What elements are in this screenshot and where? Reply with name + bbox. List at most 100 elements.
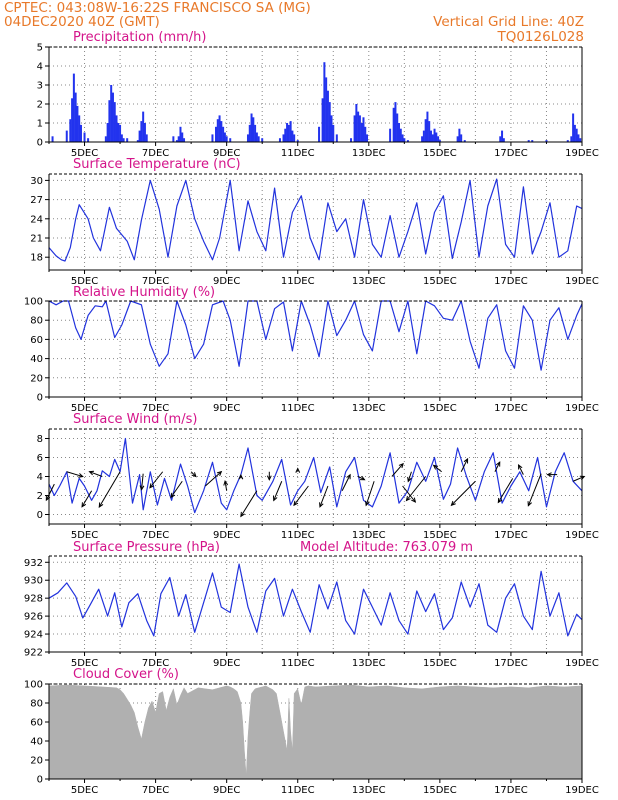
- precip-bar: [113, 102, 116, 142]
- precip-bar: [296, 140, 299, 142]
- precip-bar: [325, 77, 328, 142]
- cloud-xtick-label: 11DEC: [281, 785, 315, 796]
- wind-vector: [266, 471, 272, 481]
- wind-line: [48, 437, 583, 514]
- precip-bar: [321, 98, 324, 142]
- precip-bar: [527, 140, 530, 142]
- wind-vector: [460, 457, 469, 472]
- wind-vector: [407, 471, 412, 483]
- wind-arrow-head: [88, 470, 95, 476]
- humidity-panel: 0 20 40 60 80 100 5DEC 7DEC 9DEC 11DEC 13DEC 15DEC 1…: [24, 297, 599, 415]
- wind-arrow-shaft: [494, 461, 501, 472]
- precip-bar: [502, 138, 505, 142]
- precip-bar: [255, 132, 258, 142]
- precip-xtick-label: 5DEC: [71, 148, 98, 159]
- wind-xtick-label: 9DEC: [213, 530, 240, 541]
- wind-arrow-shaft: [402, 485, 416, 503]
- header-location: CPTEC: 043:08W-16:22S FRANCISCO SA (MG): [4, 0, 311, 16]
- precip-bar: [573, 124, 576, 142]
- wind-arrow-head: [365, 500, 370, 507]
- precip-bar: [398, 123, 401, 142]
- precip-bar: [111, 92, 114, 142]
- header-grid-note: Vertical Grid Line: 40Z: [433, 14, 584, 30]
- precip-bar: [51, 136, 54, 142]
- wind-arrow-head: [527, 501, 532, 507]
- precip-bar: [421, 136, 424, 142]
- precip-bar: [223, 132, 226, 142]
- precip-bar: [435, 132, 438, 142]
- wind-vector: [405, 476, 427, 502]
- precip-bar: [332, 124, 335, 142]
- precip-ytick-label: 1: [37, 119, 43, 130]
- precip-bar: [181, 132, 184, 142]
- humidity-xtick-label: 19DEC: [565, 403, 599, 414]
- precip-bar: [362, 117, 365, 142]
- temp-ytick-label: 30: [30, 176, 43, 187]
- precip-bar: [335, 134, 338, 142]
- precip-bar: [108, 100, 111, 142]
- temp-line: [48, 178, 583, 262]
- precip-bar: [566, 140, 569, 142]
- wind-arrow-head: [149, 483, 155, 489]
- precip-bar: [65, 130, 68, 142]
- precip-bar: [257, 136, 260, 142]
- wind-arrow-head: [293, 500, 299, 507]
- precip-bar: [328, 102, 331, 142]
- precip-bar: [575, 128, 578, 142]
- precip-bar: [74, 92, 77, 142]
- cloud-xtick-label: 17DEC: [494, 785, 528, 796]
- temp-xtick-label: 19DEC: [565, 276, 599, 287]
- wind-vector: [205, 470, 223, 487]
- precip-bar: [78, 115, 81, 142]
- wind-arrow-head: [170, 492, 176, 499]
- pressure-xtick-label: 5DEC: [71, 658, 98, 669]
- wind-arrow-shaft: [319, 485, 329, 507]
- wind-ytick-label: 6: [37, 453, 43, 464]
- humidity-ytick-label: 60: [30, 335, 43, 346]
- precip-bar: [401, 134, 404, 142]
- pressure-xtick-label: 17DEC: [494, 658, 528, 669]
- precip-bar: [142, 111, 145, 142]
- cloud-xtick-label: 9DEC: [213, 785, 240, 796]
- wind-arrow-shaft: [497, 478, 514, 503]
- wind-xtick-label: 5DEC: [71, 530, 98, 541]
- wind-vector: [295, 467, 301, 473]
- wind-arrow-shaft: [341, 474, 351, 491]
- precip-bar: [215, 126, 218, 142]
- wind-vector: [81, 490, 93, 508]
- precip-bar: [399, 128, 402, 142]
- precip-bar: [428, 121, 431, 142]
- wind-arrow-shaft: [365, 481, 375, 506]
- precip-ytick-label: 2: [37, 100, 43, 111]
- temp-xtick-label: 7DEC: [142, 276, 169, 287]
- precip-bar: [282, 134, 285, 142]
- wind-arrow-head: [518, 463, 523, 470]
- precip-bar: [330, 115, 333, 142]
- wind-arrow-head: [405, 496, 411, 502]
- cloud-xtick-label: 13DEC: [352, 785, 386, 796]
- precip-bar: [287, 124, 290, 142]
- precip-bar: [143, 123, 146, 142]
- precip-bar: [353, 115, 356, 142]
- wind-arrow-head: [546, 472, 552, 478]
- temp-xtick-label: 11DEC: [281, 276, 315, 287]
- panels: 0 1 2 3 4 5 5DEC 7DEC 9DEC 11DEC 13DEC 15DEC 17DEC 19…: [24, 43, 599, 797]
- humidity-xtick-label: 7DEC: [142, 403, 169, 414]
- model-altitude-label: Model Altitude: 763.079 m: [300, 540, 473, 555]
- pressure-ytick-label: 924: [24, 630, 43, 641]
- wind-arrow-shaft: [406, 476, 427, 501]
- precip-bar: [69, 119, 72, 142]
- precip-bar: [72, 73, 75, 142]
- wind-vector: [88, 470, 103, 477]
- precip-bar: [326, 90, 329, 142]
- wind-vector: [357, 475, 366, 481]
- wind-arrow-head: [139, 485, 145, 491]
- precip-ytick-label: 5: [37, 43, 43, 54]
- precip-xtick-label: 9DEC: [213, 148, 240, 159]
- wind-arrow-head: [191, 472, 197, 478]
- precip-ytick-label: 4: [37, 62, 43, 73]
- wind-vector: [494, 461, 501, 472]
- wind-vector: [293, 485, 309, 507]
- precip-bar: [175, 140, 178, 142]
- precip-bar: [501, 130, 504, 142]
